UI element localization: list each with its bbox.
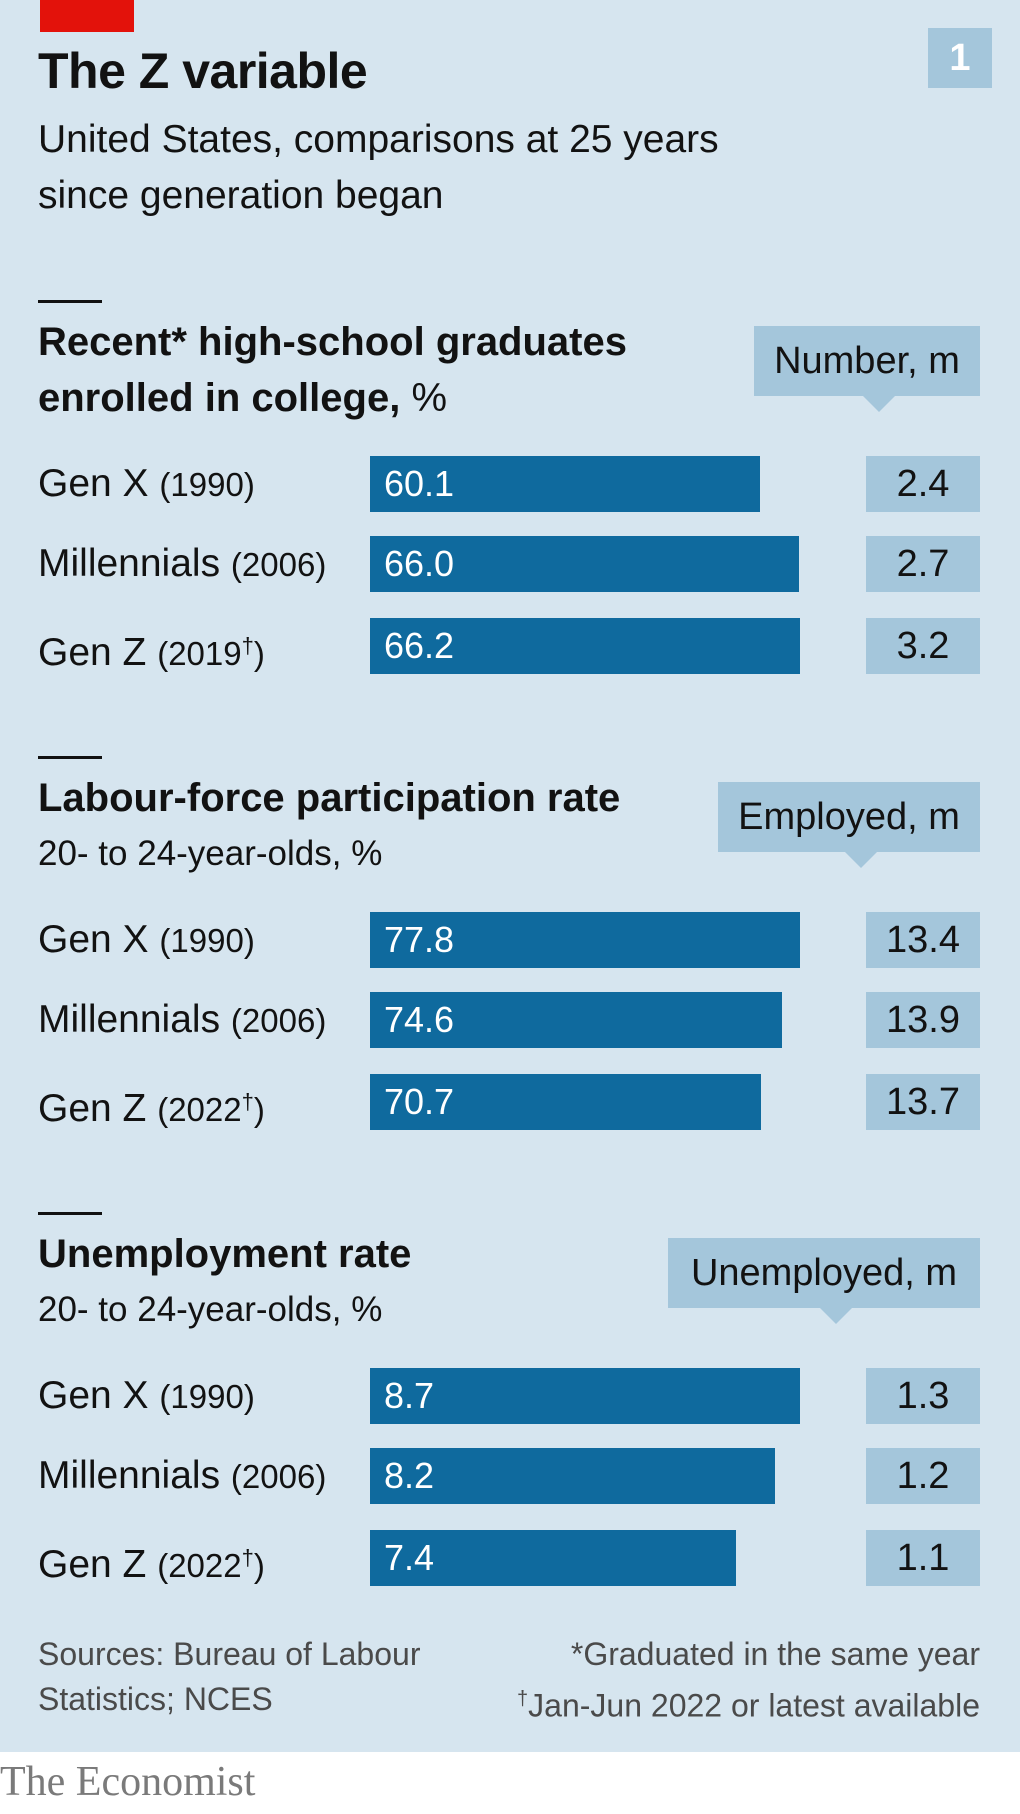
category-year: (1990) bbox=[159, 922, 254, 959]
category-year: (2006) bbox=[231, 546, 326, 583]
category-year-text: (2006) bbox=[230, 546, 327, 583]
secondary-column-label: Employed, m bbox=[718, 782, 980, 868]
category-year-text: (1990) bbox=[159, 922, 255, 959]
bar-gen-z: 70.7 bbox=[370, 1074, 761, 1130]
panel-recent-high-school-graduates-enrolled-in-college: Recent* high-school graduates enrolled i… bbox=[0, 300, 1020, 720]
bar-gen-z: 66.2 bbox=[370, 618, 800, 674]
category-year-close: ) bbox=[253, 1091, 265, 1128]
bar-millennials: 74.6 bbox=[370, 992, 782, 1048]
category-year-close: ) bbox=[253, 1547, 265, 1584]
category-year: (2022†) bbox=[157, 1545, 265, 1584]
category-name: Millennials bbox=[38, 1454, 221, 1497]
category-name: Millennials bbox=[38, 542, 221, 585]
category-year: (1990) bbox=[159, 466, 254, 503]
bar-gen-x: 8.7 bbox=[370, 1368, 800, 1424]
category-name: Millennials bbox=[38, 998, 221, 1041]
category-label-gen-x: Gen X (1990) bbox=[38, 1368, 255, 1425]
footnotes: *Graduated in the same year †Jan-Jun 202… bbox=[460, 1632, 980, 1729]
category-name: Gen Z bbox=[38, 1543, 147, 1586]
bar-value-label: 8.2 bbox=[384, 1455, 435, 1496]
chart-number-badge: 1 bbox=[928, 28, 992, 88]
category-name: Gen Z bbox=[38, 1087, 147, 1130]
bar-gen-x: 77.8 bbox=[370, 912, 800, 968]
panel-unemployment-rate: Unemployment rate 20- to 24-year-olds, % U… bbox=[0, 1212, 1020, 1632]
secondary-value-gen-x: 2.4 bbox=[866, 456, 980, 512]
bar-value-label: 70.7 bbox=[384, 1081, 455, 1122]
category-year-mark: † bbox=[241, 1089, 254, 1114]
category-label-gen-x: Gen X (1990) bbox=[38, 456, 255, 513]
chart-page: 1 The Z variable United States, comparis… bbox=[0, 0, 1020, 1752]
category-label-gen-z: Gen Z (2022†) bbox=[38, 1074, 265, 1138]
panel-labour-force-participation-rate: Labour-force participation rate 20- to 24… bbox=[0, 756, 1020, 1176]
category-year-text: (2022 bbox=[157, 1547, 242, 1584]
bar-value-label: 77.8 bbox=[384, 919, 455, 960]
secondary-column-label: Number, m bbox=[754, 326, 980, 412]
secondary-value-millennials: 13.9 bbox=[866, 992, 980, 1048]
category-label-millennials: Millennials (2006) bbox=[38, 1448, 326, 1505]
bar-gen-x: 60.1 bbox=[370, 456, 760, 512]
bar-value-label: 60.1 bbox=[384, 463, 455, 504]
brand-red-tag bbox=[40, 0, 134, 32]
footnote-graduated: *Graduated in the same year bbox=[570, 1636, 980, 1672]
bar-millennials: 66.0 bbox=[370, 536, 799, 592]
category-year: (1990) bbox=[159, 1378, 254, 1415]
category-year: (2006) bbox=[231, 1458, 326, 1495]
category-year-text: (1990) bbox=[159, 466, 255, 503]
secondary-value-gen-x: 1.3 bbox=[866, 1368, 980, 1424]
category-year-text: (2019 bbox=[157, 635, 242, 672]
secondary-value-millennials: 1.2 bbox=[866, 1448, 980, 1504]
category-year: (2006) bbox=[231, 1002, 326, 1039]
bar-value-label: 74.6 bbox=[384, 999, 455, 1040]
panel-title-text: Labour-force participation rate bbox=[38, 776, 621, 820]
category-year-text: (2022 bbox=[157, 1091, 242, 1128]
category-label-millennials: Millennials (2006) bbox=[38, 992, 326, 1049]
category-label-millennials: Millennials (2006) bbox=[38, 536, 326, 593]
secondary-column-label: Unemployed, m bbox=[668, 1238, 980, 1324]
category-year-text: (2006) bbox=[230, 1458, 327, 1495]
panel-title-text: Recent* high-school graduates enrolled i… bbox=[38, 320, 627, 420]
category-year-text: (2006) bbox=[230, 1002, 327, 1039]
category-name: Gen X bbox=[38, 1374, 149, 1417]
category-name: Gen X bbox=[38, 462, 149, 505]
chart-title: The Z variable bbox=[38, 43, 368, 99]
category-year-text: (1990) bbox=[159, 1378, 255, 1415]
bar-value-label: 8.7 bbox=[384, 1375, 435, 1416]
bar-millennials: 8.2 bbox=[370, 1448, 775, 1504]
panel-subtitle: 20- to 24-year-olds, % bbox=[38, 834, 383, 873]
category-year: (2022†) bbox=[157, 1089, 265, 1128]
panel-title: Recent* high-school graduates enrolled i… bbox=[38, 314, 678, 426]
bar-value-label: 7.4 bbox=[384, 1537, 435, 1578]
category-year-mark: † bbox=[241, 633, 254, 658]
panel-rule bbox=[38, 300, 102, 303]
bar-value-label: 66.2 bbox=[384, 625, 455, 666]
category-label-gen-z: Gen Z (2022†) bbox=[38, 1530, 265, 1594]
category-year: (2019†) bbox=[157, 633, 265, 672]
bar-value-label: 66.0 bbox=[384, 543, 455, 584]
category-year-mark: † bbox=[241, 1545, 254, 1570]
panel-rule bbox=[38, 1212, 102, 1215]
brand-wordmark: The Economist bbox=[0, 1759, 256, 1805]
category-name: Gen X bbox=[38, 918, 149, 961]
panel-title: Labour-force participation rate bbox=[38, 770, 678, 826]
secondary-value-gen-z: 1.1 bbox=[866, 1530, 980, 1586]
panel-subtitle: 20- to 24-year-olds, % bbox=[38, 1290, 383, 1329]
chart-subtitle: United States, comparisons at 25 years s… bbox=[38, 118, 719, 217]
panel-title: Unemployment rate bbox=[38, 1226, 678, 1282]
secondary-value-gen-z: 13.7 bbox=[866, 1074, 980, 1130]
footnote-dagger-text: Jan-Jun 2022 or latest available bbox=[528, 1687, 980, 1724]
category-year-close: ) bbox=[253, 635, 265, 672]
panel-rule bbox=[38, 756, 102, 759]
secondary-value-gen-x: 13.4 bbox=[866, 912, 980, 968]
category-label-gen-x: Gen X (1990) bbox=[38, 912, 255, 969]
panel-title-unit: % bbox=[411, 376, 448, 420]
bar-gen-z: 7.4 bbox=[370, 1530, 736, 1586]
secondary-value-gen-z: 3.2 bbox=[866, 618, 980, 674]
footnote-dagger: †Jan-Jun 2022 or latest available bbox=[460, 1677, 980, 1729]
panel-title-text: Unemployment rate bbox=[38, 1232, 412, 1276]
sources-note: Sources: Bureau of Labour Statistics; NC… bbox=[38, 1636, 421, 1717]
secondary-value-millennials: 2.7 bbox=[866, 536, 980, 592]
category-name: Gen Z bbox=[38, 631, 147, 674]
footnote-dagger-mark: † bbox=[517, 1688, 529, 1710]
category-label-gen-z: Gen Z (2019†) bbox=[38, 618, 265, 682]
